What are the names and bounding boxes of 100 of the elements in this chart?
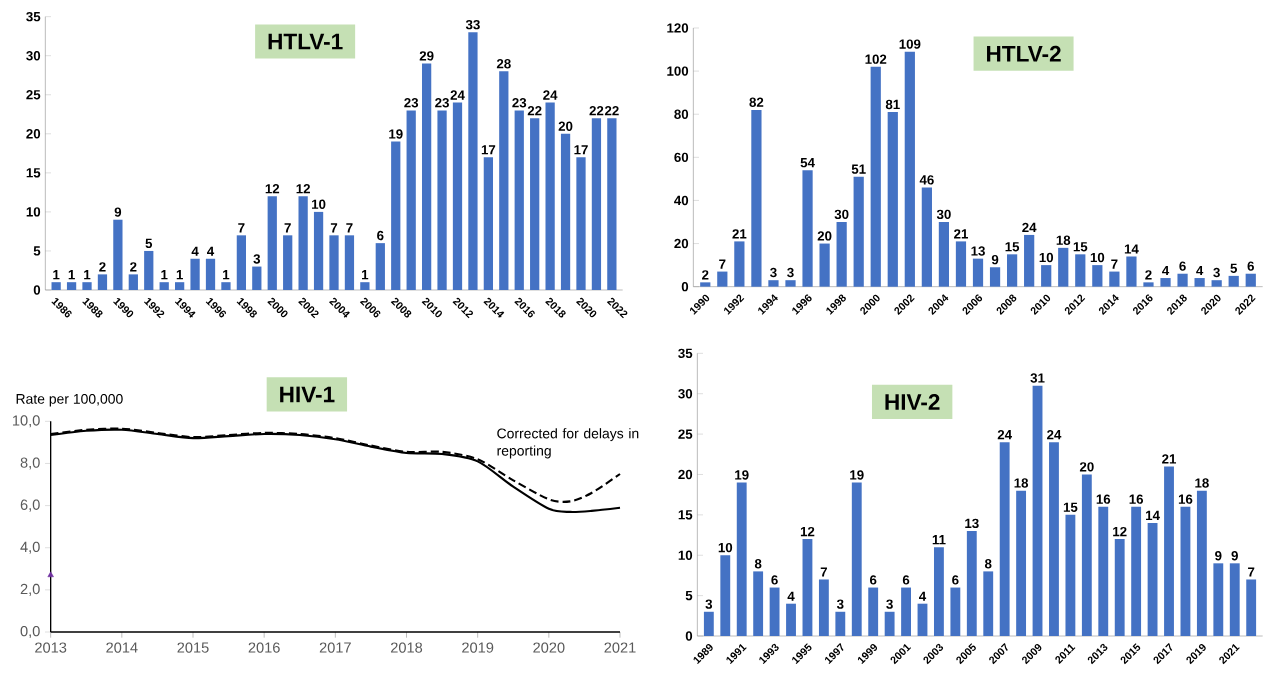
data-label: 46 [919,175,934,185]
bar [82,282,92,290]
data-label: 10 [1090,252,1105,263]
y-tick-label: 40 [674,195,689,206]
data-label: 29 [419,51,434,61]
data-label: 7 [719,259,726,269]
y-tick-label: 5 [33,246,41,256]
bar [1213,563,1224,636]
y-tick-label: 20 [678,469,693,480]
y-tick-label: 10 [26,207,41,217]
data-label: 6 [869,575,877,585]
bar [1143,282,1154,287]
bar [983,571,994,636]
bar [190,258,200,290]
bar [1075,254,1086,287]
data-label: 28 [496,59,511,69]
text: HIV-2 [885,394,940,410]
y-tick-label: 15 [26,168,41,178]
y-tick-label: 35 [678,348,693,359]
bar [1006,254,1018,287]
data-label: 21 [732,229,747,239]
data-label: 3 [705,599,713,609]
bar [591,118,602,290]
y-tick-label: 25 [678,429,693,439]
data-label: 20 [817,231,832,241]
bar [1164,466,1174,636]
bar [851,482,862,636]
data-label: 1 [53,270,60,280]
data-label: 54 [800,158,815,168]
data-label: 4 [1196,265,1204,276]
bar [1246,579,1257,636]
bar [786,603,796,636]
x-tick-label: 2019 [462,642,494,653]
chart-title: HIV-1 [280,386,335,403]
x-tick-label: 2020 [533,642,565,653]
bar [144,250,154,290]
bar [736,482,747,636]
data-label: 2 [702,270,709,280]
bar [313,211,324,290]
bar [344,235,355,290]
bar [1041,265,1052,287]
data-label: 2 [1145,270,1152,280]
bar [1109,271,1120,287]
bar [836,221,847,287]
data-label: 1 [176,270,183,280]
bar [1147,522,1158,636]
bar [545,102,555,290]
bar [1016,490,1027,636]
data-label: 1 [223,270,230,280]
text: HTLV-1 [268,33,343,50]
data-label: 51 [851,164,866,174]
bar [66,282,77,290]
data-label: 24 [543,90,558,100]
data-label: 8 [754,559,762,569]
data-label: 4 [207,246,215,256]
data-label: 5 [1230,263,1238,273]
bar [972,258,984,287]
bar [1229,563,1240,636]
data-label: 3 [770,267,777,278]
x-tick-label: 2016 [248,642,280,653]
data-label: 12 [1113,526,1127,537]
data-label: 18 [1056,235,1071,245]
bar [989,267,1001,287]
bar [703,611,714,636]
bar [700,282,711,287]
data-label: 7 [284,223,291,233]
bar [1228,275,1239,287]
data-label: 7 [1248,567,1255,577]
data-label: 1 [68,270,75,280]
data-label: 4 [191,246,199,256]
y-tick-label: 8,0 [20,457,40,470]
data-label: 9 [1215,550,1222,561]
bar [955,241,967,287]
bar [734,241,745,287]
y-tick-label: 0 [681,281,689,292]
bar [452,102,463,290]
bar [1081,474,1092,636]
bar [298,196,308,290]
data-label: 20 [1079,462,1094,472]
data-label: 19 [850,470,864,480]
bar [1196,490,1207,636]
y-tick-label: 80 [674,109,689,119]
data-label: 9 [114,207,122,217]
x-tick-label: 2013 [35,642,67,653]
bar [819,243,830,287]
bar [221,282,231,290]
y-tick-label: 2,0 [20,583,40,596]
bar [159,282,169,290]
bar [560,133,571,290]
bar [1126,256,1137,287]
data-label: 14 [1146,510,1160,521]
data-label: 1 [362,270,369,280]
data-label: 6 [377,230,384,241]
data-label: 7 [346,223,353,233]
data-label: 24 [450,90,465,100]
y-tick-label: 0 [685,631,693,641]
data-label: 19 [389,129,403,139]
data-label: 1 [84,270,91,280]
data-label: 23 [404,98,419,108]
data-label: 3 [886,599,893,609]
